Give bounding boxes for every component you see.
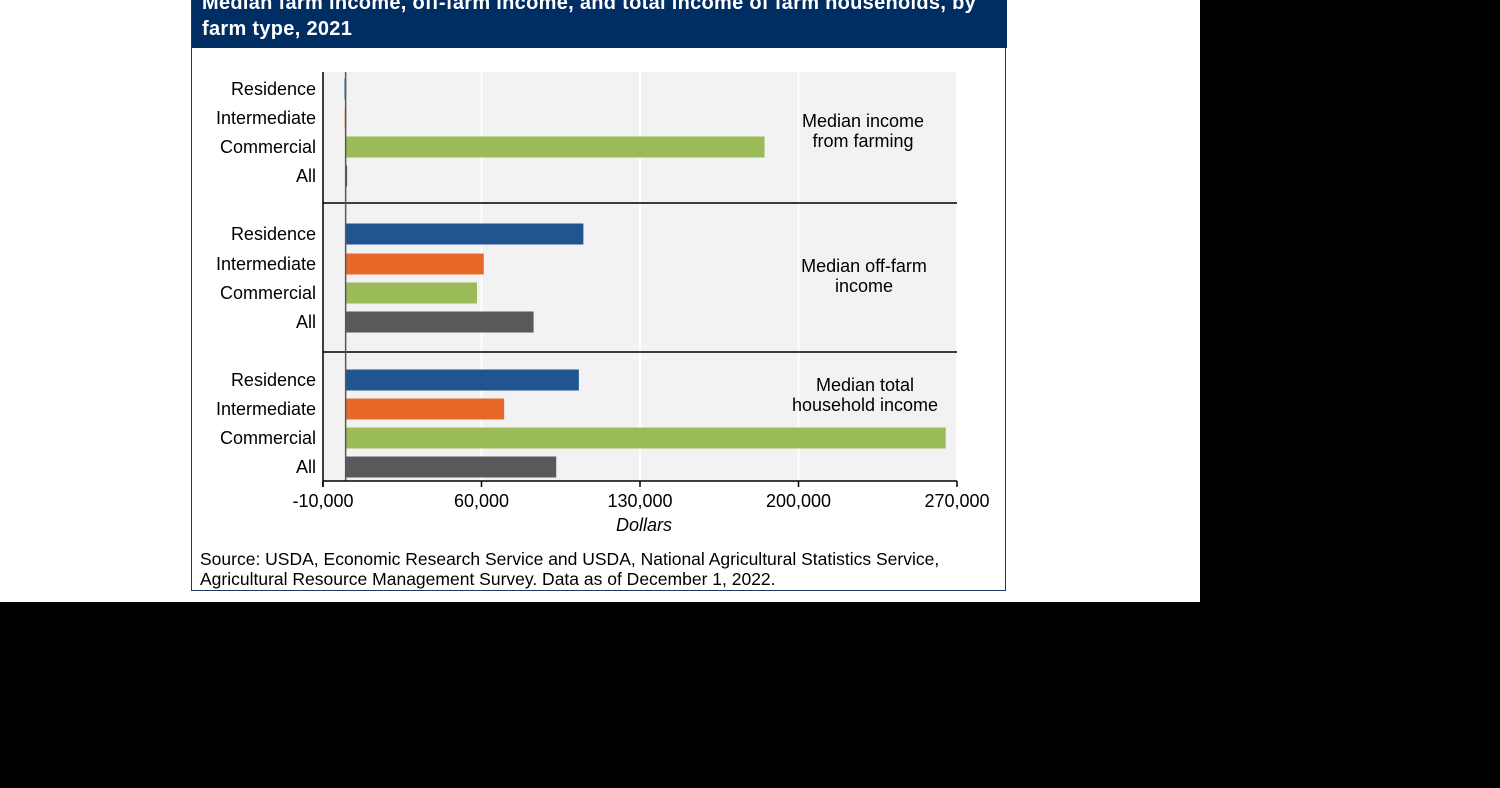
panel-label: household income — [792, 395, 938, 415]
bar — [345, 223, 584, 245]
x-tick-label: 130,000 — [607, 491, 672, 511]
bar — [345, 253, 484, 275]
category-label: Intermediate — [216, 254, 316, 274]
panel-label: Median total — [816, 375, 914, 395]
category-label: All — [296, 312, 316, 332]
panel-label: Median income — [802, 111, 924, 131]
bar — [345, 427, 946, 449]
page: Median farm income, off-farm income, and… — [0, 0, 1200, 602]
category-label: All — [296, 166, 316, 186]
category-label: Residence — [231, 79, 316, 99]
category-label: All — [296, 457, 316, 477]
title-bar: Median farm income, off-farm income, and… — [192, 0, 1007, 48]
category-label: Intermediate — [216, 108, 316, 128]
bar — [345, 369, 579, 391]
chart-title: Median farm income, off-farm income, and… — [202, 0, 977, 40]
category-label: Commercial — [220, 137, 316, 157]
x-tick-label: 200,000 — [766, 491, 831, 511]
x-tick-label: -10,000 — [292, 491, 353, 511]
x-tick-label: 60,000 — [454, 491, 509, 511]
category-label: Residence — [231, 370, 316, 390]
panel-label: Median off-farm — [801, 256, 927, 276]
x-axis-title: Dollars — [616, 515, 672, 535]
bar — [345, 311, 534, 333]
bar — [345, 456, 557, 478]
chart-figure: Median farm income, off-farm income, and… — [191, 0, 1007, 591]
category-label: Residence — [231, 224, 316, 244]
x-tick-label: 270,000 — [924, 491, 989, 511]
panel-label: income — [835, 276, 893, 296]
category-label: Commercial — [220, 283, 316, 303]
panel-label: from farming — [812, 131, 913, 151]
bar — [345, 398, 505, 420]
chart-svg: Residence Intermediate Commercial All Median… — [216, 72, 990, 535]
category-label: Commercial — [220, 428, 316, 448]
source-note: Source: USDA, Economic Research Service … — [200, 549, 940, 589]
bar — [345, 282, 477, 304]
bar — [345, 136, 765, 158]
category-label: Intermediate — [216, 399, 316, 419]
